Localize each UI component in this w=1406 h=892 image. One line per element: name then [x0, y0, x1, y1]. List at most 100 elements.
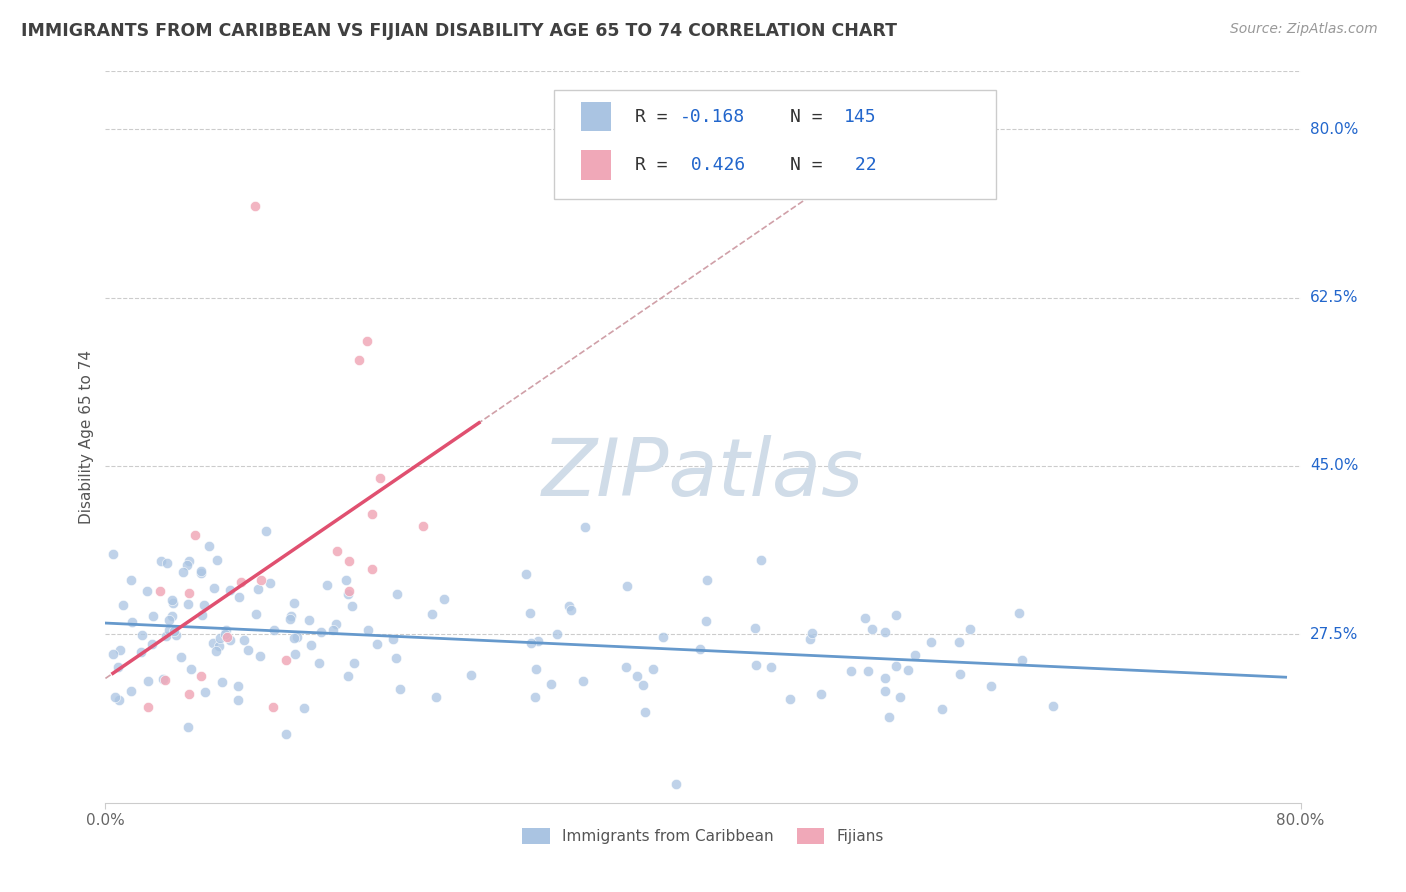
Point — [136, 699, 159, 714]
Point — [560, 602, 582, 616]
Point — [316, 577, 339, 591]
Point — [198, 540, 221, 554]
Point — [689, 641, 711, 656]
Point — [177, 688, 200, 702]
Point — [931, 702, 953, 716]
Point — [120, 574, 142, 588]
Point — [259, 575, 281, 590]
Point — [274, 727, 297, 741]
Point — [389, 681, 412, 696]
Point — [524, 662, 547, 676]
Point — [904, 648, 927, 662]
Point — [263, 624, 285, 638]
Point — [219, 582, 242, 597]
Point — [572, 673, 595, 688]
Point — [920, 635, 942, 649]
Point — [322, 623, 344, 637]
Point — [131, 628, 153, 642]
Point — [284, 648, 307, 662]
Point — [959, 622, 981, 636]
Point — [519, 607, 541, 621]
Point — [1011, 652, 1033, 666]
Point — [744, 621, 766, 635]
Point — [202, 636, 225, 650]
Y-axis label: Disability Age 65 to 74: Disability Age 65 to 74 — [79, 350, 94, 524]
Point — [193, 598, 215, 612]
Point — [370, 471, 392, 485]
Point — [228, 591, 250, 605]
Point — [170, 649, 193, 664]
Point — [749, 552, 772, 566]
Point — [111, 599, 134, 613]
Point — [810, 687, 832, 701]
Point — [337, 583, 360, 598]
Point — [433, 591, 456, 606]
Point — [420, 607, 443, 622]
Point — [980, 679, 1002, 693]
Point — [641, 662, 664, 676]
Point — [276, 653, 298, 667]
Text: IMMIGRANTS FROM CARIBBEAN VS FIJIAN DISABILITY AGE 65 TO 74 CORRELATION CHART: IMMIGRANTS FROM CARIBBEAN VS FIJIAN DISA… — [21, 22, 897, 40]
Text: N =: N = — [790, 156, 834, 174]
Point — [558, 599, 581, 613]
Point — [226, 680, 249, 694]
Text: 62.5%: 62.5% — [1310, 290, 1358, 305]
Point — [361, 508, 384, 522]
Point — [243, 199, 266, 213]
Text: 145: 145 — [844, 108, 877, 126]
Point — [101, 647, 124, 661]
Point — [207, 639, 229, 653]
Point — [120, 684, 142, 698]
Point — [262, 699, 284, 714]
Point — [460, 668, 482, 682]
Point — [343, 656, 366, 670]
Point — [366, 637, 388, 651]
Point — [204, 643, 226, 657]
Point — [173, 566, 195, 580]
Point — [283, 596, 305, 610]
Point — [515, 567, 537, 582]
Point — [121, 615, 143, 629]
Point — [875, 671, 897, 685]
Text: R =: R = — [636, 108, 678, 126]
Point — [177, 554, 200, 568]
Point — [159, 624, 181, 638]
Text: 45.0%: 45.0% — [1310, 458, 1358, 474]
Point — [652, 630, 675, 644]
Point — [801, 626, 824, 640]
Point — [179, 586, 201, 600]
Point — [176, 558, 198, 572]
Point — [138, 673, 160, 688]
Point — [249, 573, 271, 587]
Point — [361, 562, 384, 576]
Point — [165, 628, 187, 642]
Point — [153, 673, 176, 688]
Text: -0.168: -0.168 — [681, 108, 745, 126]
Legend: Immigrants from Caribbean, Fijians: Immigrants from Caribbean, Fijians — [516, 822, 890, 850]
Point — [546, 627, 568, 641]
Point — [108, 693, 131, 707]
Point — [387, 587, 409, 601]
Point — [877, 710, 900, 724]
Text: 80.0%: 80.0% — [1310, 121, 1358, 136]
Point — [129, 644, 152, 658]
Point — [626, 668, 648, 682]
Text: 22: 22 — [844, 156, 877, 174]
Point — [141, 637, 163, 651]
FancyBboxPatch shape — [554, 90, 995, 200]
Point — [875, 624, 897, 639]
Point — [884, 659, 907, 673]
Point — [337, 553, 360, 567]
Text: ZIPatlas: ZIPatlas — [541, 434, 865, 513]
Point — [325, 617, 347, 632]
Point — [176, 720, 198, 734]
Point — [853, 611, 876, 625]
Point — [156, 556, 179, 570]
Point — [214, 627, 236, 641]
Point — [190, 566, 212, 580]
Point — [190, 564, 212, 578]
Point — [948, 635, 970, 649]
Point — [217, 630, 239, 644]
Point — [101, 548, 124, 562]
Point — [1042, 698, 1064, 713]
